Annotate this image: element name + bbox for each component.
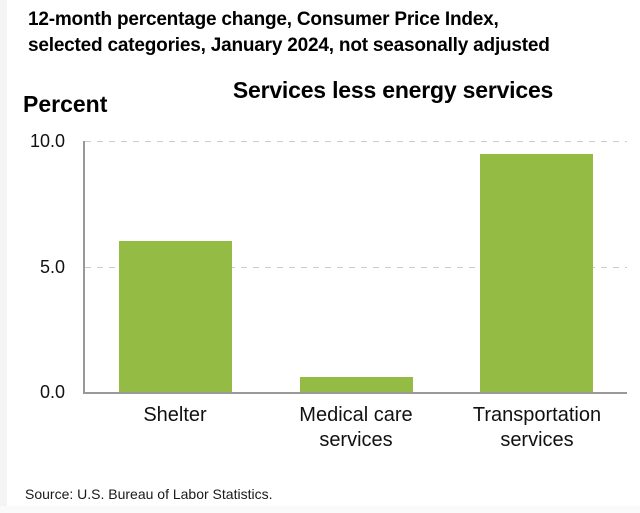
y-axis-unit-label: Percent [23, 91, 108, 117]
bar-shelter [119, 241, 232, 392]
x-category-label: Shelter [143, 404, 207, 426]
gridline-10.0 [85, 141, 627, 142]
gridline-5.0 [85, 267, 627, 268]
x-category-label: Medical care services [299, 404, 413, 451]
y-tick-label: 5.0 [39, 257, 65, 277]
source-note: Source: U.S. Bureau of Labor Statistics. [25, 486, 273, 502]
plot-area [83, 141, 627, 394]
x-category-label: Transportation services [472, 404, 602, 451]
chart-title: Services less energy services [232, 77, 554, 103]
bar-medical-care [300, 377, 413, 392]
bar-transportation [480, 154, 593, 392]
page-edge-left [0, 0, 7, 513]
header-line2: selected categories, January 2024, not s… [28, 35, 550, 56]
y-tick-label: 0.0 [39, 382, 65, 402]
y-tick-label: 10.0 [29, 131, 65, 151]
page-edge-bottom [0, 506, 640, 513]
chart-header: 12-month percentage change, Consumer Pri… [28, 7, 550, 59]
header-line1: 12-month percentage change, Consumer Pri… [28, 9, 499, 30]
